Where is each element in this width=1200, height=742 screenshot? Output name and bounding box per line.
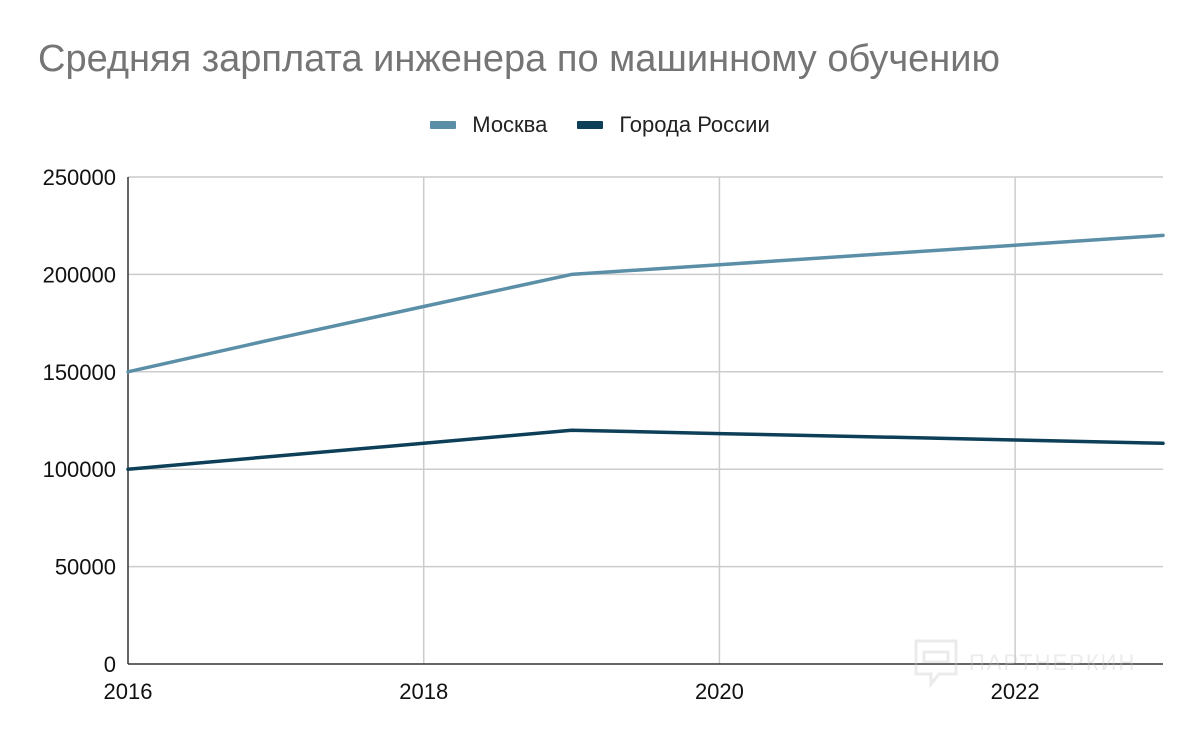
y-tick-label: 100000 bbox=[43, 457, 116, 482]
y-tick-label: 250000 bbox=[43, 165, 116, 190]
series-line-0 bbox=[126, 233, 1165, 374]
legend-label-russian-cities: Города России bbox=[619, 112, 770, 137]
x-tick-label: 2022 bbox=[991, 679, 1040, 704]
y-tick-label: 50000 bbox=[55, 555, 116, 580]
y-tick-label: 0 bbox=[104, 652, 116, 677]
x-tick-label: 2018 bbox=[399, 679, 448, 704]
series-line-1 bbox=[126, 428, 1165, 471]
chart-title: Средняя зарплата инженера по машинному о… bbox=[38, 38, 1001, 80]
legend: Москва Города России bbox=[0, 112, 1200, 138]
x-tick-label: 2016 bbox=[104, 679, 153, 704]
y-tick-label: 200000 bbox=[43, 262, 116, 287]
legend-swatch-russian-cities bbox=[577, 121, 604, 129]
legend-item-moscow: Москва bbox=[430, 112, 547, 138]
x-tick-label: 2020 bbox=[695, 679, 744, 704]
legend-swatch-moscow bbox=[430, 121, 457, 129]
y-tick-label: 150000 bbox=[43, 360, 116, 385]
legend-item-russian-cities: Города России bbox=[577, 112, 770, 138]
legend-label-moscow: Москва bbox=[472, 112, 548, 137]
